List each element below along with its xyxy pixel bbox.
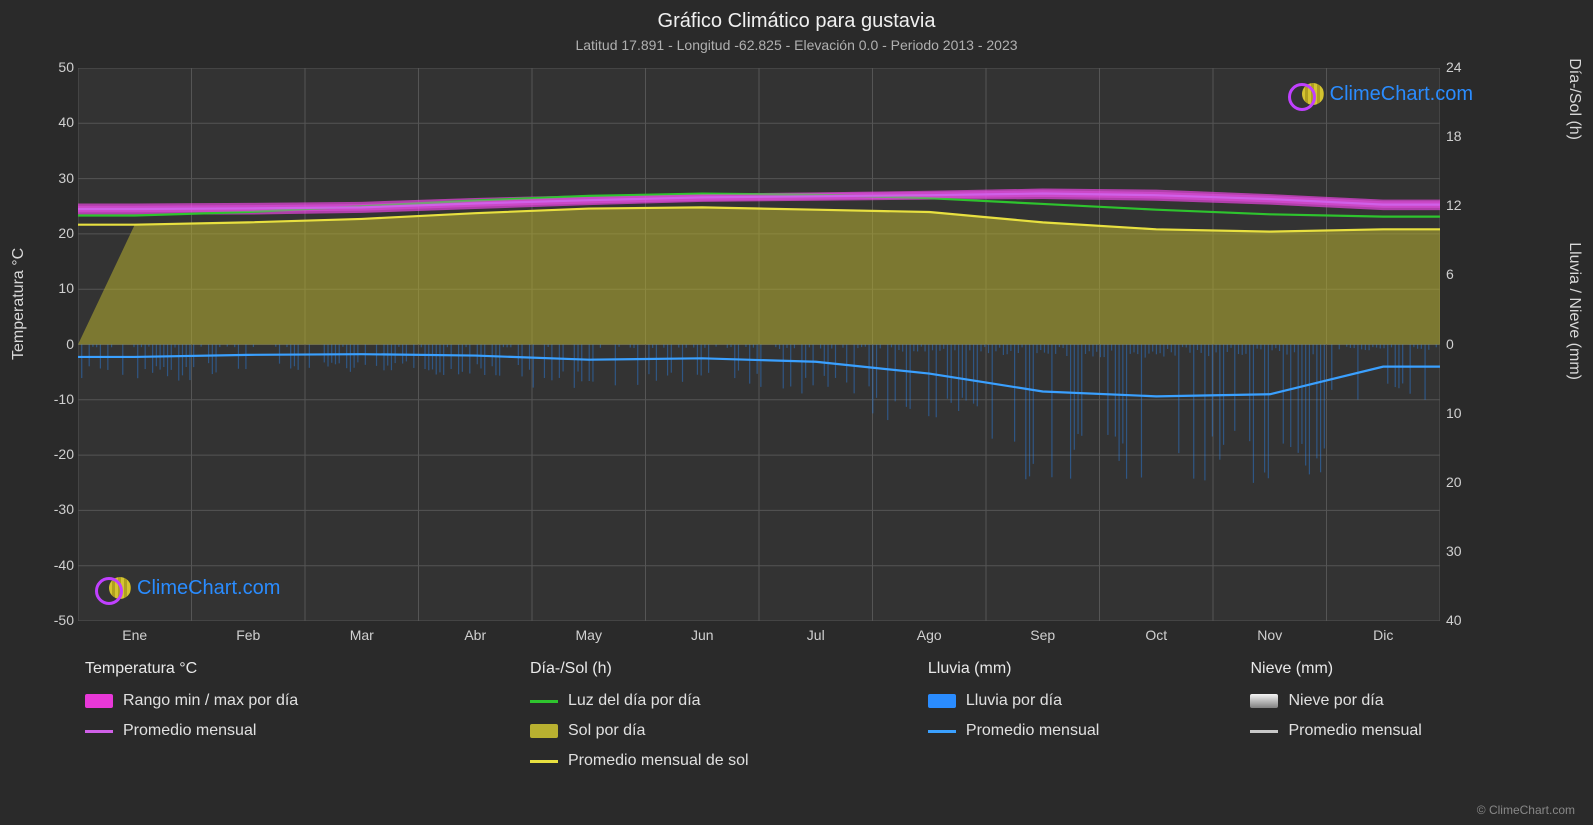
legend-swatch xyxy=(530,700,558,703)
legend-label: Nieve por día xyxy=(1288,692,1383,710)
legend-column: Lluvia (mm) Lluvia por día Promedio mensua… xyxy=(928,660,1211,770)
legend-header: Temperatura °C xyxy=(85,660,490,678)
legend-item: Nieve por día xyxy=(1250,692,1533,710)
y-tick-left: 50 xyxy=(40,59,74,75)
y-tick-left: 30 xyxy=(40,170,74,186)
chart-subtitle: Latitud 17.891 - Longitud -62.825 - Elev… xyxy=(0,33,1593,53)
x-tick-month: Jun xyxy=(682,627,722,643)
x-tick-month: Nov xyxy=(1250,627,1290,643)
chart-plot xyxy=(78,68,1440,621)
x-tick-month: Abr xyxy=(455,627,495,643)
legend-header: Lluvia (mm) xyxy=(928,660,1211,678)
legend-label: Sol por día xyxy=(568,722,645,740)
legend-swatch xyxy=(85,694,113,708)
legend-swatch xyxy=(1250,694,1278,708)
y-tick-left: 20 xyxy=(40,225,74,241)
legend-swatch xyxy=(928,694,956,708)
y-tick-left: -50 xyxy=(40,612,74,628)
x-tick-month: Oct xyxy=(1136,627,1176,643)
y-tick-right-mm: 30 xyxy=(1446,543,1462,559)
legend-item: Lluvia por día xyxy=(928,692,1211,710)
y-tick-left: 0 xyxy=(40,336,74,352)
y-tick-right-hours: 0 xyxy=(1446,336,1454,352)
y-axis-right-bottom-title: Lluvia / Nieve (mm) xyxy=(1565,242,1583,380)
y-tick-right-hours: 24 xyxy=(1446,59,1462,75)
legend-label: Promedio mensual xyxy=(1288,722,1421,740)
legend-label: Lluvia por día xyxy=(966,692,1062,710)
x-tick-month: Feb xyxy=(228,627,268,643)
legend-item: Sol por día xyxy=(530,722,888,740)
chart-title: Gráfico Climático para gustavia xyxy=(0,0,1593,33)
y-tick-left: -20 xyxy=(40,446,74,462)
legend-column: Día-/Sol (h) Luz del día por día Sol por d… xyxy=(530,660,888,770)
legend-item: Promedio mensual xyxy=(1250,722,1533,740)
x-tick-month: Jul xyxy=(796,627,836,643)
legend-column: Temperatura °C Rango min / max por día Pro… xyxy=(85,660,490,770)
x-tick-month: Ago xyxy=(909,627,949,643)
y-tick-right-mm: 40 xyxy=(1446,612,1462,628)
y-tick-right-hours: 6 xyxy=(1446,266,1454,282)
legend-label: Luz del día por día xyxy=(568,692,701,710)
y-tick-left: 40 xyxy=(40,114,74,130)
y-tick-left: -40 xyxy=(40,557,74,573)
legend-swatch xyxy=(1250,730,1278,733)
y-tick-right-hours: 12 xyxy=(1446,197,1462,213)
legend-label: Promedio mensual xyxy=(123,722,256,740)
x-tick-month: Mar xyxy=(342,627,382,643)
legend-swatch xyxy=(530,760,558,763)
legend-item: Promedio mensual xyxy=(85,722,490,740)
legend-swatch xyxy=(928,730,956,733)
y-tick-right-mm: 10 xyxy=(1446,405,1462,421)
x-tick-month: Ene xyxy=(115,627,155,643)
y-tick-right-hours: 18 xyxy=(1446,128,1462,144)
legend-item: Promedio mensual xyxy=(928,722,1211,740)
legend-label: Promedio mensual xyxy=(966,722,1099,740)
legend-swatch xyxy=(85,730,113,733)
legend-item: Rango min / max por día xyxy=(85,692,490,710)
legend-swatch xyxy=(530,724,558,738)
legend-column: Nieve (mm) Nieve por día Promedio mensual xyxy=(1250,660,1533,770)
x-tick-month: Sep xyxy=(1023,627,1063,643)
x-tick-month: May xyxy=(569,627,609,643)
legend-label: Promedio mensual de sol xyxy=(568,752,749,770)
legend: Temperatura °C Rango min / max por día Pro… xyxy=(85,660,1533,770)
x-tick-month: Dic xyxy=(1363,627,1403,643)
y-tick-right-mm: 20 xyxy=(1446,474,1462,490)
y-axis-left-title: Temperatura °C xyxy=(10,248,28,360)
y-tick-left: -10 xyxy=(40,391,74,407)
copyright: © ClimeChart.com xyxy=(1477,803,1575,817)
legend-item: Luz del día por día xyxy=(530,692,888,710)
legend-header: Día-/Sol (h) xyxy=(530,660,888,678)
legend-item: Promedio mensual de sol xyxy=(530,752,888,770)
y-tick-left: -30 xyxy=(40,501,74,517)
legend-label: Rango min / max por día xyxy=(123,692,298,710)
y-tick-left: 10 xyxy=(40,280,74,296)
legend-header: Nieve (mm) xyxy=(1250,660,1533,678)
y-axis-right-top-title: Día-/Sol (h) xyxy=(1565,58,1583,140)
